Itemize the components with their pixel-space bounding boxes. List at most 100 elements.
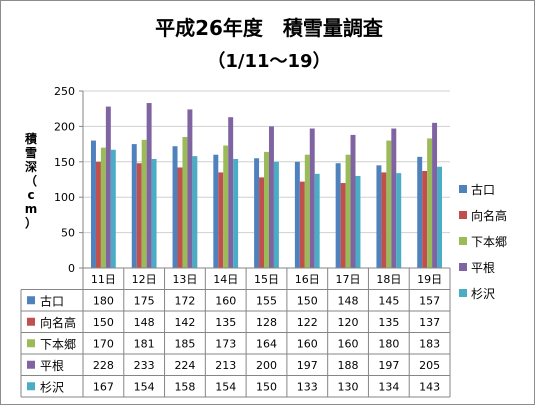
data-label: 164 xyxy=(256,337,277,350)
bar xyxy=(254,158,260,268)
data-label: 120 xyxy=(338,316,359,329)
bar xyxy=(350,134,356,268)
data-label: 181 xyxy=(134,337,155,350)
y-tick-label: 150 xyxy=(54,156,75,169)
y-tick-label: 200 xyxy=(54,120,75,133)
data-label: 188 xyxy=(338,359,359,372)
bar xyxy=(136,163,142,268)
bar xyxy=(268,126,274,269)
bar xyxy=(391,128,397,268)
bar xyxy=(192,156,198,268)
data-label: 137 xyxy=(419,316,440,329)
data-label: 180 xyxy=(93,294,114,307)
legend-label: 向名高 xyxy=(471,208,507,223)
y-axis: 0 50 100 150 200 250 xyxy=(54,85,84,275)
bar xyxy=(100,147,106,268)
y-tick-label: 250 xyxy=(54,85,75,98)
data-label: 158 xyxy=(174,380,195,393)
data-label: 143 xyxy=(419,380,440,393)
bars xyxy=(91,103,442,269)
data-label: 185 xyxy=(174,337,195,350)
data-label: 160 xyxy=(297,337,318,350)
data-label: 135 xyxy=(378,316,399,329)
bar xyxy=(95,161,101,268)
bar xyxy=(264,151,269,268)
bar xyxy=(376,165,382,268)
table-row-label: 杉沢 xyxy=(40,380,64,394)
data-label: 154 xyxy=(215,380,236,393)
bar xyxy=(141,139,147,268)
chart-title: 平成26年度 積雪量調査 xyxy=(155,16,383,40)
data-label: 173 xyxy=(215,337,236,350)
data-label: 175 xyxy=(134,294,155,307)
bar xyxy=(304,154,310,268)
data-label: 134 xyxy=(378,380,399,393)
data-label: 150 xyxy=(297,294,318,307)
y-tick-label: 50 xyxy=(61,227,75,240)
bar xyxy=(309,128,315,268)
legend-label: 平根 xyxy=(471,261,495,275)
data-label: 197 xyxy=(297,359,318,372)
bar xyxy=(335,163,341,268)
data-label: 145 xyxy=(378,294,399,307)
legend-key xyxy=(459,185,467,193)
data-label: 148 xyxy=(134,316,155,329)
bar xyxy=(187,109,193,269)
chart-subtitle: （1/11～19） xyxy=(207,51,330,72)
bar xyxy=(259,177,265,268)
y-tick-label: 100 xyxy=(54,191,75,204)
bar xyxy=(381,172,387,268)
bar xyxy=(91,140,96,268)
data-label: 228 xyxy=(93,359,114,372)
bar xyxy=(228,117,234,268)
x-tick-label: 13日 xyxy=(172,273,197,286)
legend-key xyxy=(459,211,467,219)
bar xyxy=(273,161,279,268)
data-label: 160 xyxy=(338,337,359,350)
table-legend-key xyxy=(27,360,35,369)
table-legend-key xyxy=(27,339,35,348)
bar xyxy=(386,140,392,268)
bar xyxy=(131,144,137,268)
bar xyxy=(172,146,178,268)
bar xyxy=(177,167,183,268)
data-label: 150 xyxy=(256,380,277,393)
data-label: 130 xyxy=(338,380,359,393)
x-tick-label: 18日 xyxy=(376,273,401,286)
table-legend-key xyxy=(27,296,35,305)
table-legend-key xyxy=(27,382,35,391)
x-tick-label: 16日 xyxy=(295,273,320,286)
bar xyxy=(105,106,111,269)
data-label: 142 xyxy=(174,316,195,329)
x-tick-label: 11日 xyxy=(91,273,116,286)
data-label: 154 xyxy=(134,380,155,393)
bar xyxy=(340,183,346,268)
x-tick-label: 19日 xyxy=(417,273,442,286)
bar xyxy=(437,166,442,268)
x-tick-label: 15日 xyxy=(254,273,279,286)
legend-key xyxy=(459,263,467,271)
data-label: 157 xyxy=(419,294,440,307)
legend-key xyxy=(459,237,467,245)
bar xyxy=(218,172,224,268)
bar xyxy=(151,158,157,268)
data-label: 148 xyxy=(338,294,359,307)
table-row-label: 下本郷 xyxy=(40,337,76,351)
bar xyxy=(146,103,152,268)
x-tick-label: 14日 xyxy=(213,273,238,286)
data-label: 197 xyxy=(378,359,399,372)
data-label: 150 xyxy=(93,316,114,329)
data-label: 135 xyxy=(215,316,236,329)
bar xyxy=(233,158,239,268)
bar xyxy=(213,154,219,268)
y-axis-label: 積雪深（ c m） xyxy=(24,131,38,230)
data-label: 133 xyxy=(297,380,318,393)
data-label: 213 xyxy=(215,359,236,372)
bar xyxy=(417,156,423,268)
y-axis-label-text: 積雪深（ c m） xyxy=(24,131,38,230)
data-label: 160 xyxy=(215,294,236,307)
